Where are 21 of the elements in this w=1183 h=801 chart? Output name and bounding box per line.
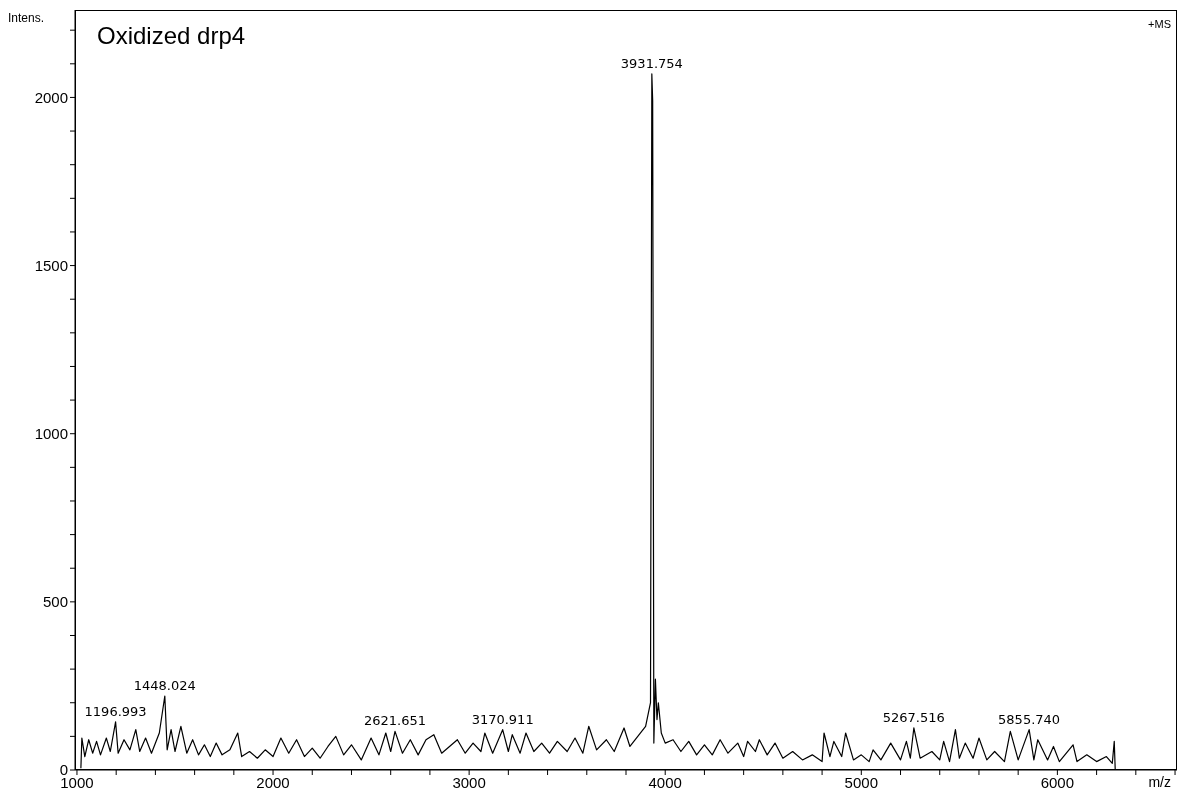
text: Oxidized drp4 xyxy=(97,22,246,50)
x-tick-label: 6000 xyxy=(1040,773,1075,791)
annotation: 3931.754 xyxy=(620,55,683,71)
x-tick-label: 3000 xyxy=(452,773,486,791)
y-tick-label: 1000 xyxy=(34,425,68,443)
annotation: 1196.993 xyxy=(84,703,147,719)
annotation: 5855.740 xyxy=(998,711,1061,727)
annotation: 3170.911 xyxy=(471,711,534,727)
x-tick-label: 2000 xyxy=(256,773,290,791)
y-axis-title: Intens. xyxy=(8,11,45,25)
y-tick-label: 0 xyxy=(59,761,68,779)
annotation: +MS xyxy=(1148,18,1171,30)
y-tick-label: 2000 xyxy=(34,88,68,106)
x-tick-label: 4000 xyxy=(648,773,682,791)
y-tick-label: 1500 xyxy=(34,256,68,274)
y-tick-label: 500 xyxy=(42,593,68,611)
annotation: 1448.024 xyxy=(133,678,196,694)
x-axis-title: m/z xyxy=(1148,774,1171,790)
x-tick-label: 5000 xyxy=(844,773,878,791)
annotation: 5267.516 xyxy=(882,709,945,725)
annotation: 2621.651 xyxy=(363,713,426,729)
